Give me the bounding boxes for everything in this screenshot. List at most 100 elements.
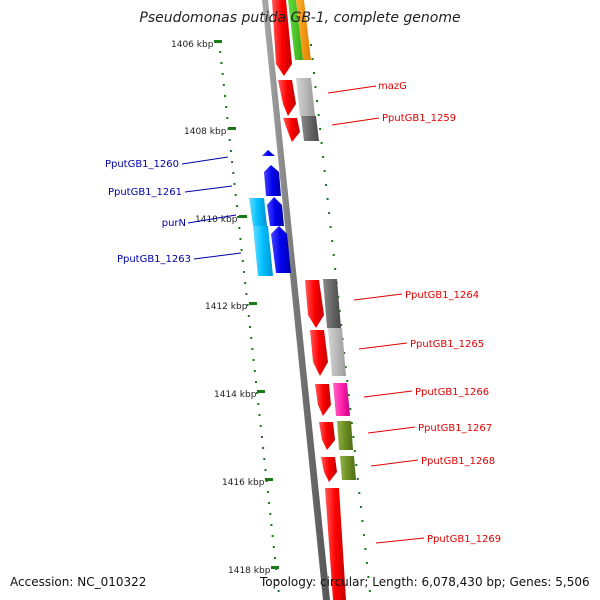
reverse-leaders: [181, 156, 242, 260]
cds-arrow[interactable]: [264, 165, 281, 196]
ruler-dot: [319, 128, 322, 130]
gene-label[interactable]: PputGB1_1266: [415, 387, 489, 398]
ruler-dot: [277, 590, 280, 592]
tick-mark: [271, 566, 279, 569]
leader-line: [353, 293, 403, 301]
ruler-dot: [353, 450, 356, 452]
gene-label[interactable]: PputGB1_1261: [108, 187, 182, 198]
ruler-dot: [234, 194, 237, 196]
gene-block-PputGB1_1265[interactable]: [328, 328, 346, 376]
genome-summary: Topology: circular; Length: 6,078,430 bp…: [260, 575, 590, 589]
ruler-dot: [222, 84, 225, 86]
gene-block-PputGB1_1267[interactable]: [337, 421, 353, 450]
gene-label[interactable]: PputGB1_1259: [382, 113, 456, 124]
gene-label[interactable]: PputGB1_1267: [418, 423, 492, 434]
gene-label[interactable]: PputGB1_1264: [405, 290, 479, 301]
ruler-dot: [338, 310, 341, 312]
ruler-dot: [245, 293, 248, 295]
ruler-dot: [356, 478, 359, 480]
cds-arrow[interactable]: [319, 422, 335, 450]
gene-label[interactable]: PputGB1_1268: [421, 456, 495, 467]
reverse-gene-blocks: [249, 198, 273, 276]
gene-label[interactable]: PputGB1_1269: [427, 534, 501, 545]
ruler-dot: [238, 227, 241, 229]
cds-arrow[interactable]: [267, 197, 284, 226]
ruler-dot: [334, 268, 337, 270]
ruler-dot: [346, 380, 349, 382]
cds-arrow[interactable]: [315, 384, 331, 416]
cds-arrow[interactable]: [278, 80, 296, 116]
ruler-dot: [247, 315, 250, 317]
ruler-dot: [367, 576, 370, 578]
cds-arrow[interactable]: [325, 488, 346, 600]
cds-arrow[interactable]: [262, 150, 275, 156]
gene-label[interactable]: PputGB1_1265: [410, 339, 484, 350]
leader-line: [375, 537, 425, 544]
gene-block-mazG[interactable]: [296, 78, 315, 116]
tick-mark: [228, 127, 236, 130]
tick-label: 1416 kbp: [222, 478, 265, 488]
genome-title: Pseudomonas putida GB-1, complete genome: [139, 10, 461, 26]
leader-line: [358, 342, 408, 350]
leader-line: [327, 85, 377, 94]
tick-label: 1408 kbp: [184, 127, 227, 137]
ruler-dot: [355, 464, 358, 466]
tick-label: 1406 kbp: [171, 40, 214, 50]
gene-partial-top[interactable]: [288, 0, 311, 60]
ruler-dot: [325, 184, 328, 186]
ruler-dots-right: [310, 44, 371, 592]
tick-mark: [239, 215, 247, 218]
ruler-dot: [329, 226, 332, 228]
ruler-dot: [220, 62, 223, 64]
leader-line: [331, 117, 380, 126]
tick-label: 1410 kbp: [195, 215, 238, 225]
ruler-dot: [323, 170, 326, 172]
ruler-dot: [229, 150, 232, 152]
ruler-dots: [218, 40, 280, 592]
ruler-dot: [359, 506, 362, 508]
tick-mark: [214, 40, 222, 43]
ruler-dot: [240, 249, 243, 251]
ruler-dot: [328, 212, 331, 214]
backbone: [262, 0, 330, 600]
ruler-dot: [241, 260, 244, 262]
cds-arrow[interactable]: [283, 118, 300, 142]
ruler-dot: [269, 513, 272, 515]
cds-arrow[interactable]: [272, 0, 292, 76]
gene-label[interactable]: purN: [162, 218, 186, 229]
cds-arrow[interactable]: [271, 226, 291, 273]
tick-labels: 1406 kbp 1408 kbp 1410 kbp 1412 kbp 1414…: [171, 40, 271, 576]
gene-block-PputGB1_1268[interactable]: [340, 456, 356, 480]
cds-arrow[interactable]: [310, 330, 328, 376]
ruler-dot: [268, 502, 271, 504]
ruler-dot: [271, 535, 274, 537]
gene-label[interactable]: PputGB1_1260: [105, 159, 179, 170]
ruler-dot: [274, 557, 276, 559]
gene-block-PputGB1_1259[interactable]: [301, 116, 319, 141]
ruler-dot: [257, 403, 260, 405]
leader-line: [363, 390, 413, 398]
gene-block-purN[interactable]: [249, 198, 267, 226]
ruler-dot: [362, 534, 365, 536]
forward-gene-blocks: [296, 78, 356, 480]
ruler-dot: [316, 100, 318, 102]
cds-arrow[interactable]: [321, 457, 337, 482]
gene-arrow[interactable]: [296, 0, 311, 60]
tick-marks: [214, 40, 279, 569]
ruler-dot: [368, 590, 371, 592]
gene-label[interactable]: mazG: [378, 81, 407, 92]
ruler-dot: [340, 324, 343, 326]
reverse-gene-labels: PputGB1_1260 PputGB1_1261 purN PputGB1_1…: [105, 159, 191, 265]
ruler-dot: [332, 254, 335, 256]
gene-block-PputGB1_1264[interactable]: [323, 279, 341, 328]
gene-block-PputGB1_1266[interactable]: [333, 383, 350, 416]
cds-arrow[interactable]: [305, 280, 324, 328]
ruler-dot: [237, 216, 240, 218]
gene-block-PputGB1_1263[interactable]: [253, 226, 273, 276]
gene-arrow[interactable]: [288, 0, 303, 60]
ruler-dot: [352, 436, 355, 438]
gene-label[interactable]: PputGB1_1263: [117, 254, 191, 265]
ruler-dot: [266, 491, 269, 493]
ruler-dot: [310, 44, 312, 46]
